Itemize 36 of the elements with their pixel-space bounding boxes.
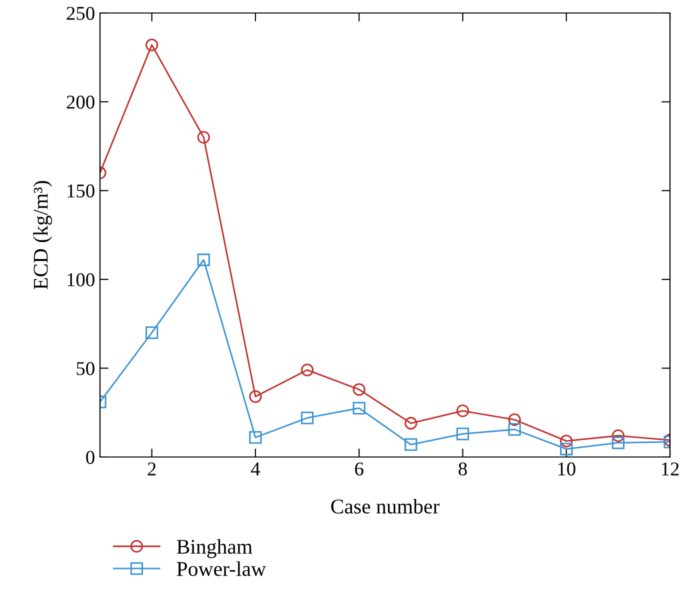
y-tick-label: 100	[68, 273, 94, 286]
y-tick-label: 200	[66, 96, 94, 109]
legend-label: Bingham	[176, 539, 252, 558]
point	[249, 390, 262, 403]
point	[300, 412, 314, 424]
point	[404, 416, 418, 430]
point	[352, 383, 366, 396]
point	[197, 254, 210, 266]
point	[352, 402, 366, 414]
point	[508, 423, 521, 436]
x-axis-title: Case number	[331, 498, 440, 514]
y-tick-label: 250	[66, 6, 94, 20]
x-tick-label: 4	[250, 462, 260, 476]
y-tick-label: 50	[76, 362, 94, 376]
point	[404, 438, 418, 451]
x-tick-label: 8	[458, 462, 467, 476]
point	[456, 404, 470, 418]
y-axis-title: ECD (kg/m³)	[33, 181, 52, 290]
x-tick-label: 2	[148, 462, 156, 476]
x-tick-label: 12	[662, 462, 679, 476]
y-tick-label: 150	[68, 184, 94, 198]
point	[145, 38, 158, 52]
x-tick-label: 10	[558, 462, 576, 476]
point	[456, 428, 470, 440]
point	[145, 326, 158, 339]
point	[300, 364, 314, 376]
point	[612, 436, 624, 450]
point	[612, 429, 624, 442]
x-tick-label: 6	[355, 462, 364, 476]
y-tick-label: 0	[86, 450, 94, 464]
point	[197, 131, 210, 144]
point	[249, 431, 262, 444]
point	[508, 413, 521, 426]
point	[560, 442, 573, 456]
point	[560, 434, 573, 448]
legend-label: Power-law	[176, 561, 266, 576]
